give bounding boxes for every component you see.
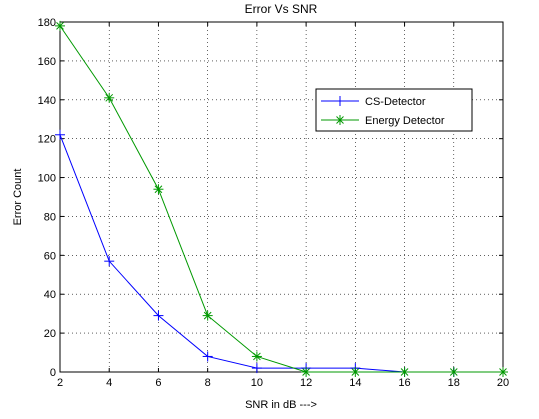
data-point-energy-detector <box>448 367 459 377</box>
x-tick-label: 10 <box>251 377 263 389</box>
series-line-cs-detector <box>59 134 503 373</box>
data-point-cs-detector <box>202 351 213 362</box>
x-tick-label: 12 <box>300 377 312 389</box>
x-tick-label: 8 <box>205 377 211 389</box>
x-tick-label: 16 <box>398 377 410 389</box>
legend-label-cs-detector: CS-Detector <box>365 96 426 108</box>
y-tick-label: 120 <box>38 134 56 146</box>
x-axis-label: SNR in dB ---> <box>245 399 317 411</box>
data-point-cs-detector <box>153 310 164 321</box>
y-tick-label: 60 <box>44 250 56 262</box>
x-tick-label: 18 <box>448 377 460 389</box>
data-point-energy-detector <box>251 351 262 362</box>
legend-label-energy-detector: Energy Detector <box>365 115 445 127</box>
y-tick-label: 40 <box>44 289 56 301</box>
x-tick-label: 14 <box>349 377 361 389</box>
data-point-cs-detector <box>104 256 115 267</box>
legend-box <box>315 88 473 132</box>
data-point-energy-detector <box>350 367 361 377</box>
legend-marker-energy-detector <box>335 115 345 125</box>
data-point-energy-detector <box>498 367 508 377</box>
data-point-energy-detector <box>202 310 213 321</box>
y-tick-label: 80 <box>44 211 56 223</box>
data-point-energy-detector <box>55 20 65 31</box>
data-point-cs-detector <box>251 363 262 374</box>
y-axis: 0 20 40 60 80 100 120 140 160 180 <box>38 17 503 379</box>
series-line-energy-detector <box>59 25 503 373</box>
legend-marker-cs-detector <box>335 96 345 106</box>
data-point-cs-detector <box>55 129 65 140</box>
data-point-energy-detector <box>153 184 164 195</box>
legend-marker-symbol <box>335 96 345 106</box>
x-axis: 2 4 6 8 10 12 14 16 18 20 <box>57 22 509 389</box>
data-point-energy-detector <box>104 92 115 103</box>
x-tick-label: 20 <box>497 377 509 389</box>
y-axis-label: Error Count <box>12 169 24 226</box>
legend: CS-Detector Energy Detector <box>315 88 473 132</box>
x-tick-label: 2 <box>57 377 63 389</box>
y-tick-label: 180 <box>38 17 56 29</box>
series-layer <box>55 20 508 377</box>
data-point-energy-detector <box>301 367 312 377</box>
y-tick-label: 100 <box>38 173 56 185</box>
x-tick-label: 4 <box>106 377 112 389</box>
y-tick-label: 20 <box>44 328 56 340</box>
data-point-energy-detector <box>399 367 410 377</box>
x-tick-label: 6 <box>155 377 161 389</box>
y-tick-label: 0 <box>50 367 56 379</box>
grid <box>60 22 503 372</box>
plot-area-frame <box>59 21 504 373</box>
y-tick-label: 140 <box>38 95 56 107</box>
y-tick-label: 160 <box>38 56 56 68</box>
chart-title: Error Vs SNR <box>245 2 318 16</box>
legend-marker-symbol <box>335 115 345 125</box>
